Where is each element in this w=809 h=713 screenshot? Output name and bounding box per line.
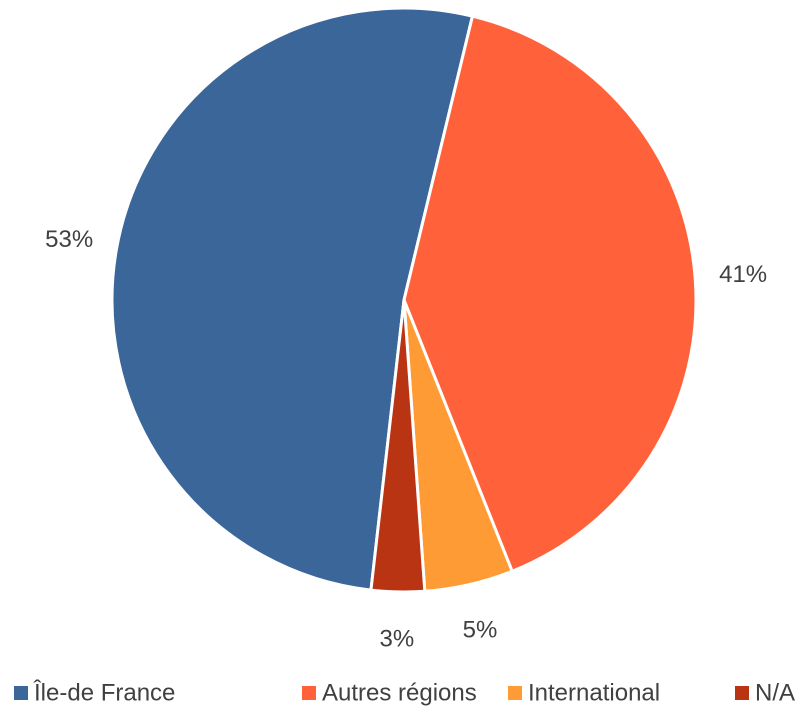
pie-slice bbox=[369, 299, 427, 594]
legend-swatch bbox=[735, 686, 749, 700]
legend-swatch bbox=[508, 686, 522, 700]
legend-label: Île-de France bbox=[33, 679, 175, 706]
legend-label: Autres régions bbox=[322, 679, 477, 706]
legend-label: N/A bbox=[755, 679, 795, 706]
legend-label: International bbox=[528, 679, 660, 706]
data-label: 41% bbox=[719, 261, 767, 288]
data-label: 3% bbox=[380, 625, 415, 652]
pie-slice bbox=[402, 14, 698, 574]
pie-slice bbox=[110, 6, 475, 592]
data-label: 53% bbox=[45, 226, 93, 253]
legend-swatch bbox=[302, 686, 316, 700]
data-label: 5% bbox=[463, 617, 498, 644]
legend-swatch bbox=[14, 686, 28, 700]
